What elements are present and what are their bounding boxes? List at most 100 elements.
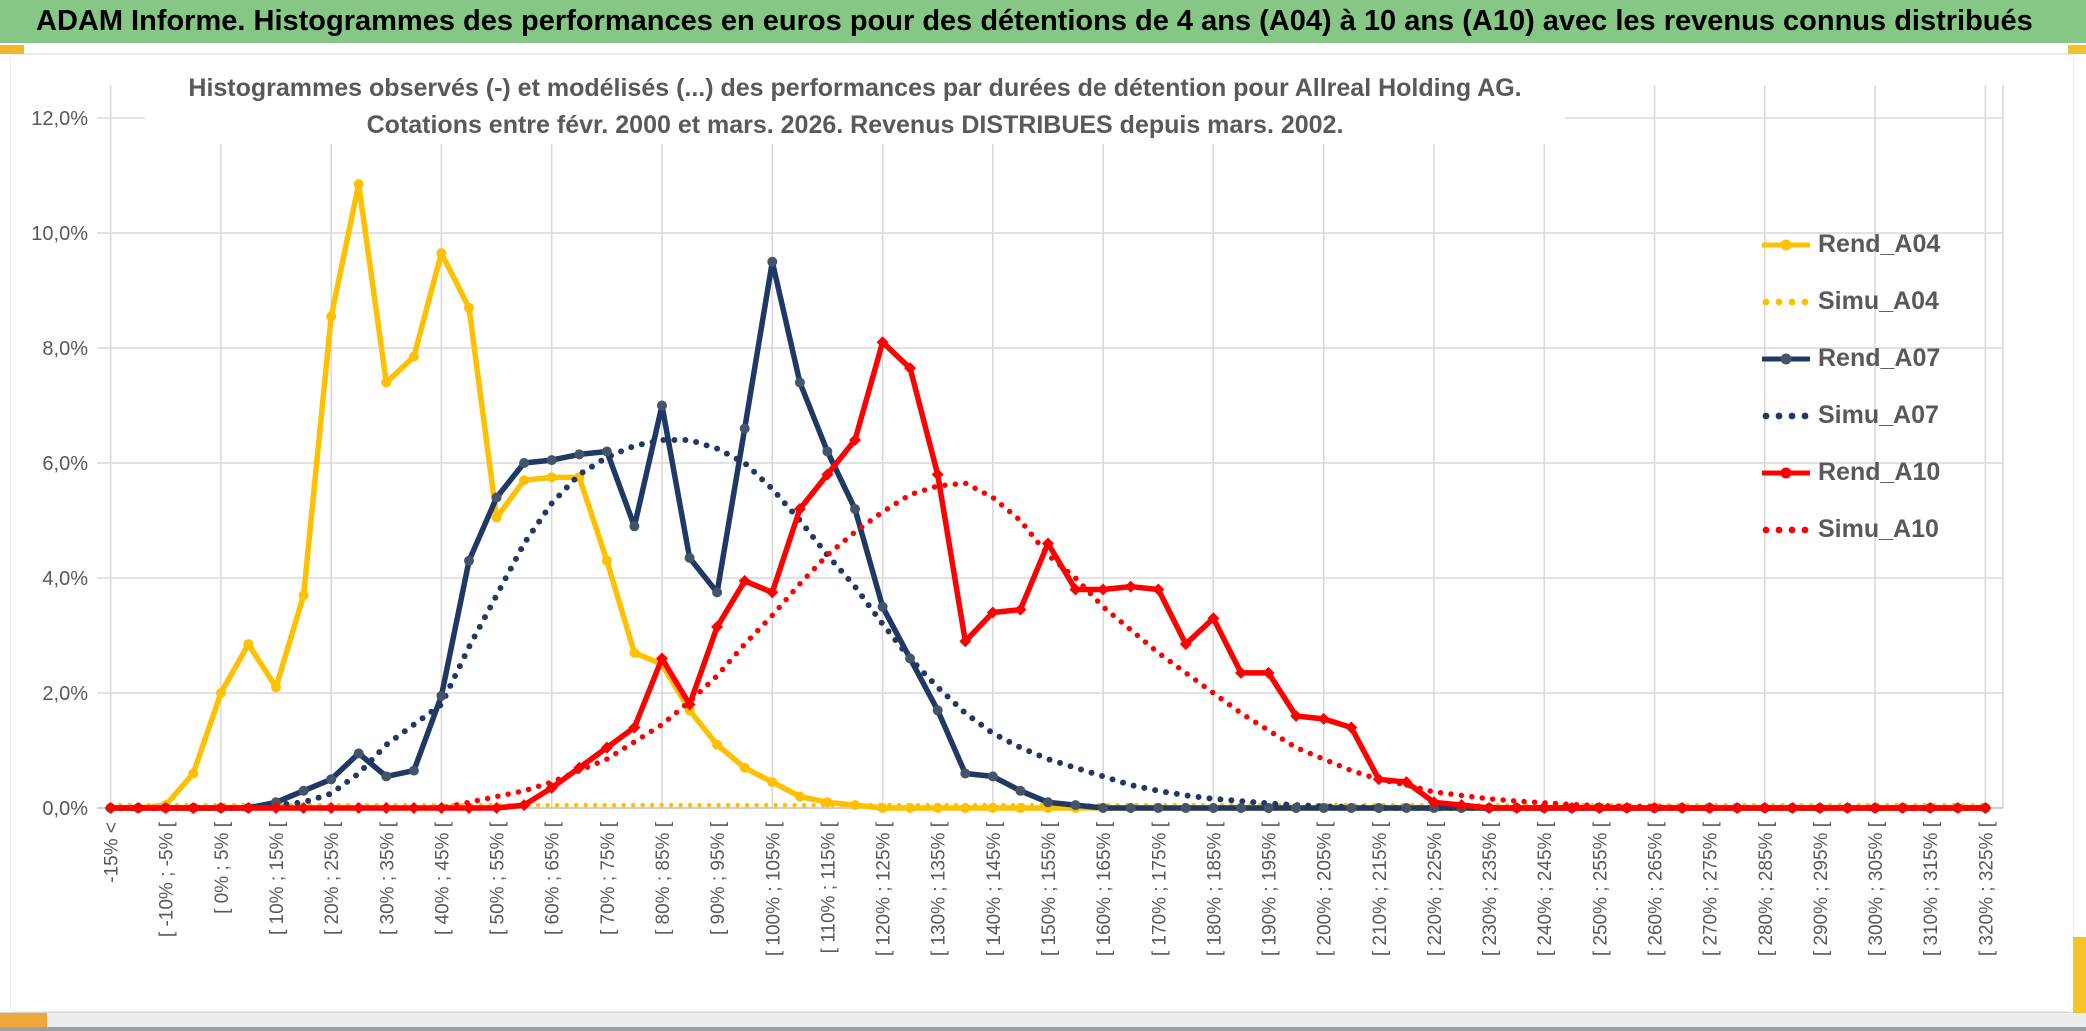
data-point bbox=[628, 721, 641, 734]
right-accent-bar bbox=[2068, 45, 2086, 54]
data-point bbox=[1813, 802, 1826, 814]
legend-item-Rend_A07[interactable]: Rend_A07 bbox=[1762, 330, 1992, 387]
data-point bbox=[1070, 800, 1081, 811]
x-tick-label: [ 200% ; 205% [ bbox=[1315, 821, 1336, 956]
data-point bbox=[904, 362, 917, 375]
data-point bbox=[1180, 803, 1191, 813]
data-point bbox=[1317, 712, 1330, 725]
data-point bbox=[298, 785, 309, 796]
x-tick-label: [ 130% ; 135% [ bbox=[929, 821, 950, 956]
x-tick-label: [ 120% ; 125% [ bbox=[874, 821, 895, 956]
data-point bbox=[1841, 802, 1854, 814]
data-point bbox=[601, 446, 612, 457]
banner-separator bbox=[0, 43, 2086, 54]
y-tick-label: 0,0% bbox=[42, 798, 88, 820]
chart-title-line1: Histogrammes observés (-) et modélisés (… bbox=[188, 74, 1522, 102]
data-point bbox=[821, 468, 834, 481]
data-point bbox=[574, 449, 585, 460]
data-point bbox=[767, 777, 778, 788]
data-point bbox=[1869, 802, 1882, 814]
legend-dots-icon bbox=[1762, 298, 1809, 305]
series-Simu_A07 bbox=[107, 437, 1989, 811]
data-point bbox=[490, 802, 503, 814]
data-point bbox=[1262, 666, 1275, 679]
x-tick-label: [ 160% ; 165% [ bbox=[1094, 821, 1115, 956]
chart-frame[interactable] bbox=[10, 54, 2074, 1012]
data-point bbox=[518, 799, 531, 812]
data-point bbox=[987, 771, 998, 782]
data-point bbox=[767, 256, 778, 267]
legend-item-Simu_A07[interactable]: Simu_A07 bbox=[1762, 387, 1992, 444]
legend-dots-icon bbox=[1762, 526, 1809, 533]
x-tick-label: [ 10% ; 15% [ bbox=[267, 821, 288, 935]
data-point bbox=[931, 468, 944, 481]
data-point bbox=[822, 446, 833, 457]
data-point bbox=[464, 302, 474, 313]
data-point bbox=[1098, 803, 1109, 813]
series-Rend_A04 bbox=[105, 179, 1991, 813]
legend-item-Simu_A04[interactable]: Simu_A04 bbox=[1762, 273, 1992, 330]
data-point bbox=[352, 802, 365, 814]
data-point bbox=[1015, 785, 1026, 796]
data-point bbox=[1676, 802, 1689, 814]
x-tick-label: [ 60% ; 65% [ bbox=[543, 821, 564, 935]
data-point bbox=[1179, 638, 1192, 651]
legend-line-icon bbox=[1762, 239, 1810, 250]
data-point bbox=[1153, 803, 1164, 813]
data-point bbox=[546, 472, 557, 483]
data-point bbox=[1346, 803, 1357, 813]
chart-title-line2: Cotations entre févr. 2000 et mars. 2026… bbox=[366, 111, 1344, 139]
data-point bbox=[932, 803, 943, 813]
data-point bbox=[712, 739, 723, 750]
data-point bbox=[1345, 721, 1358, 734]
data-point bbox=[684, 552, 695, 563]
data-point bbox=[876, 336, 889, 349]
data-point bbox=[407, 802, 420, 814]
data-point bbox=[1758, 802, 1771, 814]
x-tick-label: [ 260% ; 265% [ bbox=[1646, 821, 1667, 956]
data-point bbox=[1924, 802, 1937, 814]
legend-item-Rend_A04[interactable]: Rend_A04 bbox=[1762, 216, 1992, 273]
data-point bbox=[381, 771, 392, 782]
data-point bbox=[850, 800, 860, 811]
data-point bbox=[298, 590, 309, 601]
data-point bbox=[491, 512, 502, 523]
data-point bbox=[905, 803, 916, 813]
data-point bbox=[188, 768, 199, 779]
legend-label: Simu_A10 bbox=[1818, 515, 1939, 543]
x-tick-label: [ 140% ; 145% [ bbox=[984, 821, 1005, 956]
scrollbar-thumb[interactable] bbox=[0, 1013, 47, 1028]
data-point bbox=[793, 503, 806, 515]
data-point bbox=[381, 377, 392, 388]
x-tick-label: [ 70% ; 75% [ bbox=[598, 821, 619, 935]
x-tick-label: [ 0% ; 5% [ bbox=[212, 821, 233, 914]
data-point bbox=[1620, 802, 1633, 814]
data-point bbox=[353, 179, 364, 190]
data-point bbox=[215, 688, 226, 698]
y-tick-label: 2,0% bbox=[42, 683, 88, 705]
x-tick-label: [ 290% ; 295% [ bbox=[1811, 821, 1832, 956]
legend-item-Simu_A10[interactable]: Simu_A10 bbox=[1762, 501, 1992, 558]
data-point bbox=[1152, 583, 1165, 596]
legend: Rend_A04 Simu_A04 Rend_A07 Simu_A07 Rend… bbox=[1762, 216, 1992, 558]
data-point bbox=[464, 555, 474, 566]
horizontal-scrollbar[interactable] bbox=[0, 1012, 2086, 1028]
y-tick-label: 12,0% bbox=[31, 108, 88, 130]
legend-item-Rend_A10[interactable]: Rend_A10 bbox=[1762, 444, 1992, 501]
x-tick-label: [ 320% ; 325% [ bbox=[1976, 821, 1997, 956]
data-point bbox=[739, 423, 750, 434]
y-tick-label: 8,0% bbox=[42, 338, 88, 360]
data-point bbox=[629, 647, 640, 658]
data-point bbox=[546, 455, 557, 466]
data-point bbox=[1372, 773, 1385, 786]
data-point bbox=[1015, 803, 1026, 813]
data-point bbox=[159, 802, 172, 814]
y-axis-labels: 0,0% 2,0% 4,0% 6,0% 8,0% 10,0% 12,0% bbox=[31, 108, 88, 820]
data-point bbox=[1014, 603, 1027, 616]
x-tick-label: [ 210% ; 215% [ bbox=[1370, 821, 1391, 956]
data-point bbox=[1979, 802, 1992, 814]
report-title-bar: ADAM Informe. Histogrammes des performan… bbox=[0, 0, 2086, 43]
legend-label: Rend_A07 bbox=[1818, 344, 1941, 372]
x-tick-label: [ 110% ; 115% [ bbox=[818, 821, 839, 953]
